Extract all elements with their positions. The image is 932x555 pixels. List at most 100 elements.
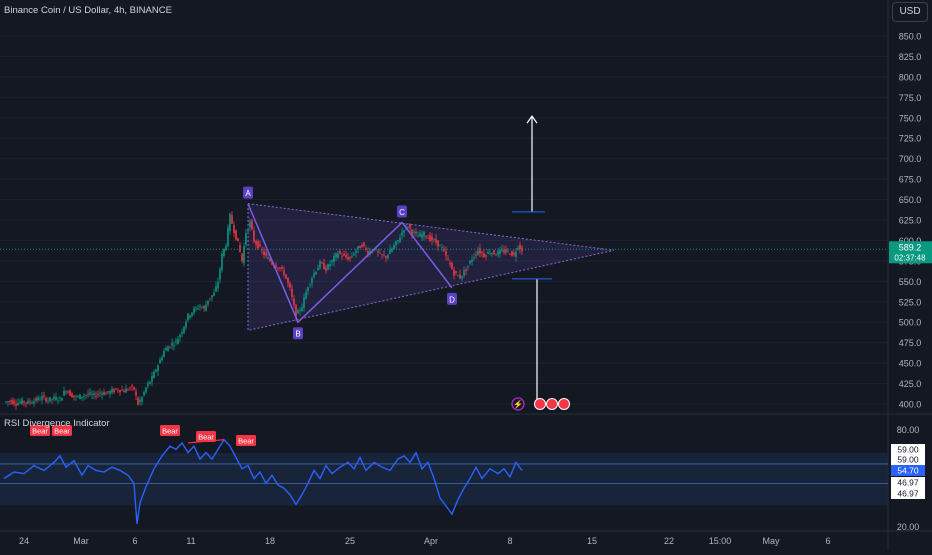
candle-body (453, 269, 455, 276)
candle-body (361, 245, 363, 247)
rsi-indicator-title[interactable]: RSI Divergence Indicator (4, 418, 110, 429)
currency-button[interactable]: USD (892, 2, 928, 22)
candle-body (317, 267, 319, 271)
pattern-label-a: A (245, 189, 251, 198)
candle-body (315, 271, 317, 275)
us-flag-event-icon (534, 398, 546, 410)
candle-body (197, 308, 199, 310)
candle-body (31, 402, 33, 404)
candle-body (23, 401, 25, 403)
candle-body (77, 396, 79, 398)
candle-body (253, 230, 255, 242)
candle-body (69, 390, 71, 396)
candle-body (145, 387, 147, 393)
time-tick-label: Apr (424, 536, 438, 546)
candle-body (321, 262, 323, 264)
candle-body (393, 245, 395, 249)
candle-body (55, 397, 57, 401)
candle-body (263, 251, 265, 256)
candle-body (297, 310, 299, 314)
candle-body (139, 400, 141, 402)
candle-body (131, 385, 133, 387)
candle-body (479, 248, 481, 254)
candles-group (5, 211, 523, 411)
candle-body (337, 253, 339, 258)
candle-body (441, 247, 443, 249)
candle-body (233, 225, 235, 234)
candle-body (363, 242, 365, 247)
candle-body (307, 287, 309, 292)
candle-body (487, 251, 489, 254)
price-tick-label: 725.0 (899, 134, 922, 144)
price-tick-label: 475.0 (899, 338, 922, 348)
rsi-value-label: 59.00 (897, 445, 919, 455)
candle-body (85, 395, 87, 396)
candle-body (9, 400, 11, 402)
candle-body (473, 256, 475, 258)
bear-label-box (30, 425, 50, 436)
price-tick-label: 525.0 (899, 297, 922, 307)
time-tick-label: 6 (825, 536, 830, 546)
candle-body (277, 267, 279, 269)
candle-body (331, 259, 333, 263)
candle-body (517, 247, 519, 250)
candle-body (117, 389, 119, 391)
candle-body (89, 392, 91, 395)
candle-body (285, 274, 287, 279)
price-tick-label: 625.0 (899, 216, 922, 226)
rsi-line (3, 438, 523, 524)
candle-body (21, 399, 23, 404)
candle-body (63, 390, 65, 396)
time-tick-label: 8 (507, 536, 512, 546)
candle-body (265, 252, 267, 256)
time-tick-label: 22 (664, 536, 674, 546)
candle-body (261, 249, 263, 251)
candle-body (99, 392, 101, 394)
candle-body (61, 398, 63, 401)
rsi-value-box (891, 454, 925, 465)
candle-body (193, 308, 195, 313)
candle-body (481, 252, 483, 254)
time-tick-label: 24 (19, 536, 29, 546)
bear-label-box (52, 425, 72, 436)
candle-body (419, 233, 421, 237)
candle-body (213, 292, 215, 296)
candle-body (161, 357, 163, 361)
current-price-badge (889, 241, 932, 264)
candle-body (397, 239, 399, 242)
candle-body (165, 348, 167, 351)
candle-body (163, 350, 165, 357)
candle-body (33, 401, 35, 404)
candle-body (115, 388, 117, 390)
pattern-label-c: C (399, 208, 405, 217)
candle-body (275, 265, 277, 268)
price-tick-label: 550.0 (899, 277, 922, 287)
candle-body (147, 383, 149, 387)
symbol-title[interactable]: Binance Coin / US Dollar, 4h, BINANCE (4, 5, 172, 16)
candle-body (511, 251, 513, 256)
price-tick-label: 425.0 (899, 379, 922, 389)
bear-label-box (236, 435, 256, 446)
candle-body (251, 220, 253, 230)
candle-body (283, 270, 285, 275)
price-tick-label: 850.0 (899, 32, 922, 42)
candle-body (111, 388, 113, 393)
candle-body (53, 396, 55, 400)
candle-body (227, 227, 229, 247)
candle-body (201, 307, 203, 309)
candle-body (329, 264, 331, 267)
candle-body (475, 254, 477, 256)
bear-label: Bear (238, 437, 254, 446)
candle-body (333, 256, 335, 262)
candle-body (355, 250, 357, 254)
candle-body (301, 307, 303, 312)
candle-body (199, 306, 201, 308)
candle-body (257, 240, 259, 249)
abcd-path (247, 203, 453, 324)
candle-body (181, 332, 183, 334)
candle-body (105, 393, 107, 395)
candle-body (405, 225, 407, 227)
price-tick-label: 650.0 (899, 195, 922, 205)
candle-body (289, 283, 291, 288)
